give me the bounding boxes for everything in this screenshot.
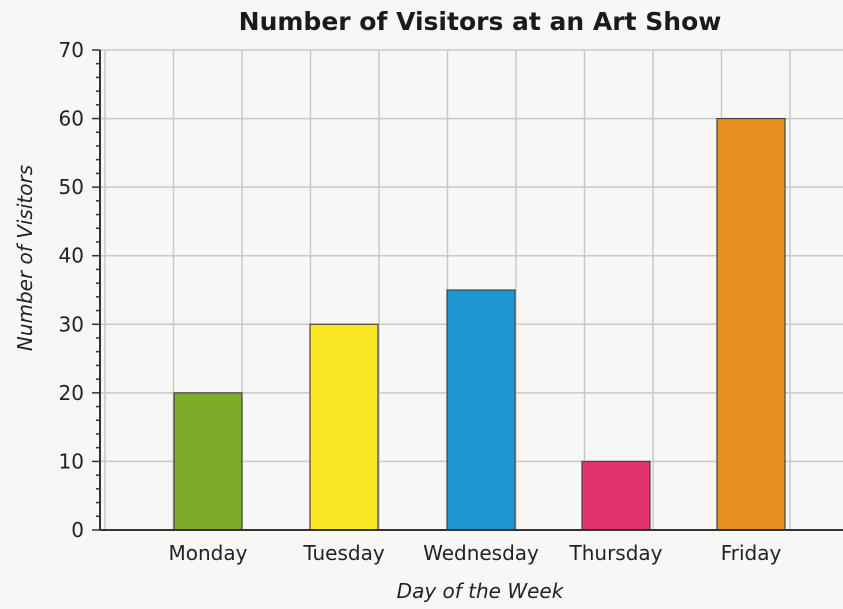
y-tick-label: 20 <box>59 381 84 405</box>
bar-wednesday <box>446 289 516 531</box>
bars <box>173 117 786 531</box>
x-tick-label: Tuesday <box>302 541 385 565</box>
y-tick-label: 60 <box>59 107 84 131</box>
bar-monday <box>173 392 243 531</box>
bar-tuesday <box>309 323 379 531</box>
x-tick-labels: Monday Tuesday Wednesday Thursday Friday <box>169 541 782 565</box>
x-tick-label: Wednesday <box>423 541 539 565</box>
x-tick-label: Friday <box>721 541 782 565</box>
x-tick-label: Thursday <box>569 541 663 565</box>
y-tick-label: 40 <box>59 244 84 268</box>
x-axis-label: Day of the Week <box>397 579 565 603</box>
x-tick-label: Monday <box>169 541 248 565</box>
y-tick-label: 0 <box>71 518 84 542</box>
y-tick-label: 50 <box>59 175 84 199</box>
y-tick-label: 30 <box>59 312 84 336</box>
bar-friday <box>716 117 786 531</box>
y-tick-label: 70 <box>59 38 84 62</box>
y-tick-label: 10 <box>59 449 84 473</box>
bar-thursday <box>581 460 651 531</box>
axes <box>92 49 843 531</box>
y-tick-labels: 0 10 20 30 40 50 60 70 <box>59 38 84 542</box>
chart-title: Number of Visitors at an Art Show <box>239 7 722 36</box>
y-axis-label: Number of Visitors <box>13 165 37 351</box>
